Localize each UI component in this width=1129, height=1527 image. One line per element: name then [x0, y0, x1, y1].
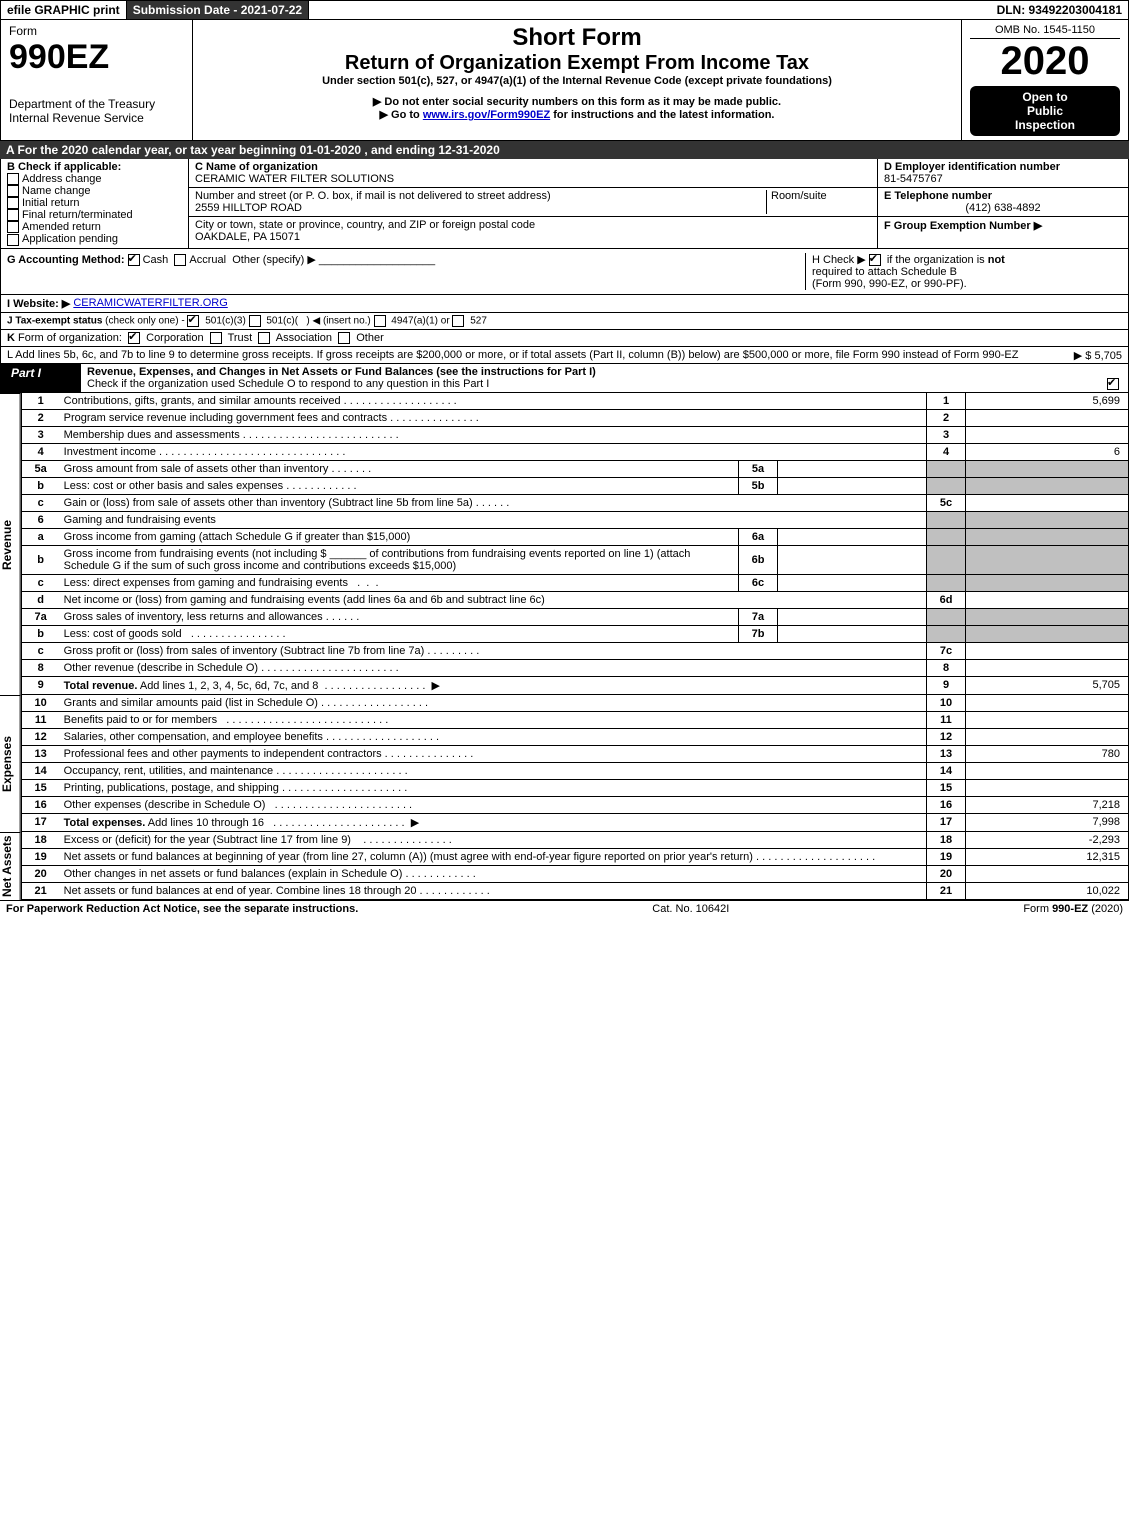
chk-accrual[interactable]: [174, 254, 186, 266]
val-2: [966, 409, 1129, 426]
dln: DLN: 93492203004181: [309, 1, 1128, 19]
val-16: 7,218: [966, 796, 1129, 813]
dept1: Department of the Treasury: [9, 97, 184, 111]
chk-trust[interactable]: [210, 332, 222, 344]
box-def: D Employer identification number 81-5475…: [878, 159, 1128, 248]
val-8: [966, 659, 1129, 676]
val-5c: [966, 494, 1129, 511]
header-left: Form 990EZ Department of the Treasury In…: [1, 20, 193, 140]
chk-other[interactable]: [338, 332, 350, 344]
website-link[interactable]: CERAMICWATERFILTER.ORG: [73, 297, 227, 310]
val-4: 6: [966, 443, 1129, 460]
room-suite: Room/suite: [766, 190, 871, 214]
chk-assoc[interactable]: [258, 332, 270, 344]
title-return: Return of Organization Exempt From Incom…: [201, 52, 953, 75]
header-center: Short Form Return of Organization Exempt…: [193, 20, 962, 140]
val-14: [966, 762, 1129, 779]
val-15: [966, 779, 1129, 796]
revenue-section: Revenue 1Contributions, gifts, grants, a…: [0, 393, 1129, 695]
val-21: 10,022: [966, 882, 1129, 899]
chk-cash[interactable]: [128, 254, 140, 266]
phone: (412) 638-4892: [884, 202, 1122, 214]
val-19: 12,315: [966, 848, 1129, 865]
part-i-header: Part I Revenue, Expenses, and Changes in…: [0, 364, 1129, 393]
box-c: C Name of organization CERAMIC WATER FIL…: [189, 159, 878, 248]
val-9: 5,705: [966, 676, 1129, 694]
tax-year: 2020: [970, 39, 1120, 84]
val-6d: [966, 591, 1129, 608]
topbar: efile GRAPHIC print Submission Date - 20…: [0, 0, 1129, 20]
irs-link[interactable]: www.irs.gov/Form990EZ: [423, 109, 550, 121]
footer-left: For Paperwork Reduction Act Notice, see …: [6, 903, 358, 915]
gross-receipts: 5,705: [1094, 350, 1122, 362]
val-17: 7,998: [966, 813, 1129, 831]
subtitle: Under section 501(c), 527, or 4947(a)(1)…: [201, 75, 953, 87]
form-number: 990EZ: [9, 38, 184, 77]
row-gh: G Accounting Method: Cash Accrual Other …: [0, 249, 1129, 295]
org-name: CERAMIC WATER FILTER SOLUTIONS: [195, 173, 394, 185]
chk-527[interactable]: [452, 315, 464, 327]
expenses-table: 10Grants and similar amounts paid (list …: [21, 695, 1129, 832]
chk-501c[interactable]: [249, 315, 261, 327]
footer-center: Cat. No. 10642I: [652, 903, 729, 915]
chk-501c3[interactable]: [187, 315, 199, 327]
val-12: [966, 728, 1129, 745]
dept2: Internal Revenue Service: [9, 111, 184, 125]
chk-name[interactable]: [7, 185, 19, 197]
row-j: J Tax-exempt status (check only one) - 5…: [0, 313, 1129, 330]
header-right: OMB No. 1545-1150 2020 Open to Public In…: [962, 20, 1128, 140]
chk-amended[interactable]: [7, 221, 19, 233]
row-l: L Add lines 5b, 6c, and 7b to line 9 to …: [0, 347, 1129, 364]
group-exemption: F Group Exemption Number ▶: [884, 220, 1042, 232]
chk-address[interactable]: [7, 173, 19, 185]
footer-right: Form 990-EZ (2020): [1023, 903, 1123, 915]
city: OAKDALE, PA 15071: [195, 231, 300, 243]
chk-corp[interactable]: [128, 332, 140, 344]
chk-initial[interactable]: [7, 197, 19, 209]
val-7c: [966, 642, 1129, 659]
efile-label: efile GRAPHIC print: [1, 1, 127, 19]
val-13: 780: [966, 745, 1129, 762]
vlabel-expenses: Expenses: [0, 695, 21, 832]
vlabel-netassets: Net Assets: [0, 832, 21, 900]
chk-final[interactable]: [7, 209, 19, 221]
box-b: B Check if applicable: Address change Na…: [1, 159, 189, 248]
chk-scheduleb[interactable]: [869, 254, 881, 266]
info-grid: B Check if applicable: Address change Na…: [0, 159, 1129, 249]
val-11: [966, 711, 1129, 728]
chk-pending[interactable]: [7, 234, 19, 246]
omb: OMB No. 1545-1150: [970, 24, 1120, 39]
footer: For Paperwork Reduction Act Notice, see …: [0, 900, 1129, 917]
row-website: I Website: ▶ CERAMICWATERFILTER.ORG: [0, 295, 1129, 313]
revenue-table: 1Contributions, gifts, grants, and simil…: [21, 393, 1129, 695]
val-3: [966, 426, 1129, 443]
title-short-form: Short Form: [201, 24, 953, 52]
chk-scheduleo[interactable]: [1107, 378, 1119, 390]
val-10: [966, 695, 1129, 712]
chk-4947[interactable]: [374, 315, 386, 327]
netassets-table: 18Excess or (deficit) for the year (Subt…: [21, 832, 1129, 900]
street: 2559 HILLTOP ROAD: [195, 202, 302, 214]
form-header: Form 990EZ Department of the Treasury In…: [0, 20, 1129, 141]
vlabel-revenue: Revenue: [0, 393, 21, 695]
open-to-public: Open to Public Inspection: [970, 86, 1120, 136]
note-ssn: ▶ Do not enter social security numbers o…: [201, 95, 953, 108]
submission-date: Submission Date - 2021-07-22: [127, 1, 309, 19]
form-word: Form: [9, 24, 184, 38]
period-line-a: A For the 2020 calendar year, or tax yea…: [0, 141, 1129, 159]
ein: 81-5475767: [884, 173, 943, 185]
note-goto: ▶ Go to www.irs.gov/Form990EZ for instru…: [201, 108, 953, 121]
expenses-section: Expenses 10Grants and similar amounts pa…: [0, 695, 1129, 832]
netassets-section: Net Assets 18Excess or (deficit) for the…: [0, 832, 1129, 900]
row-k: K Form of organization: Corporation Trus…: [0, 330, 1129, 347]
val-1: 5,699: [966, 393, 1129, 410]
val-18: -2,293: [966, 832, 1129, 849]
val-20: [966, 865, 1129, 882]
